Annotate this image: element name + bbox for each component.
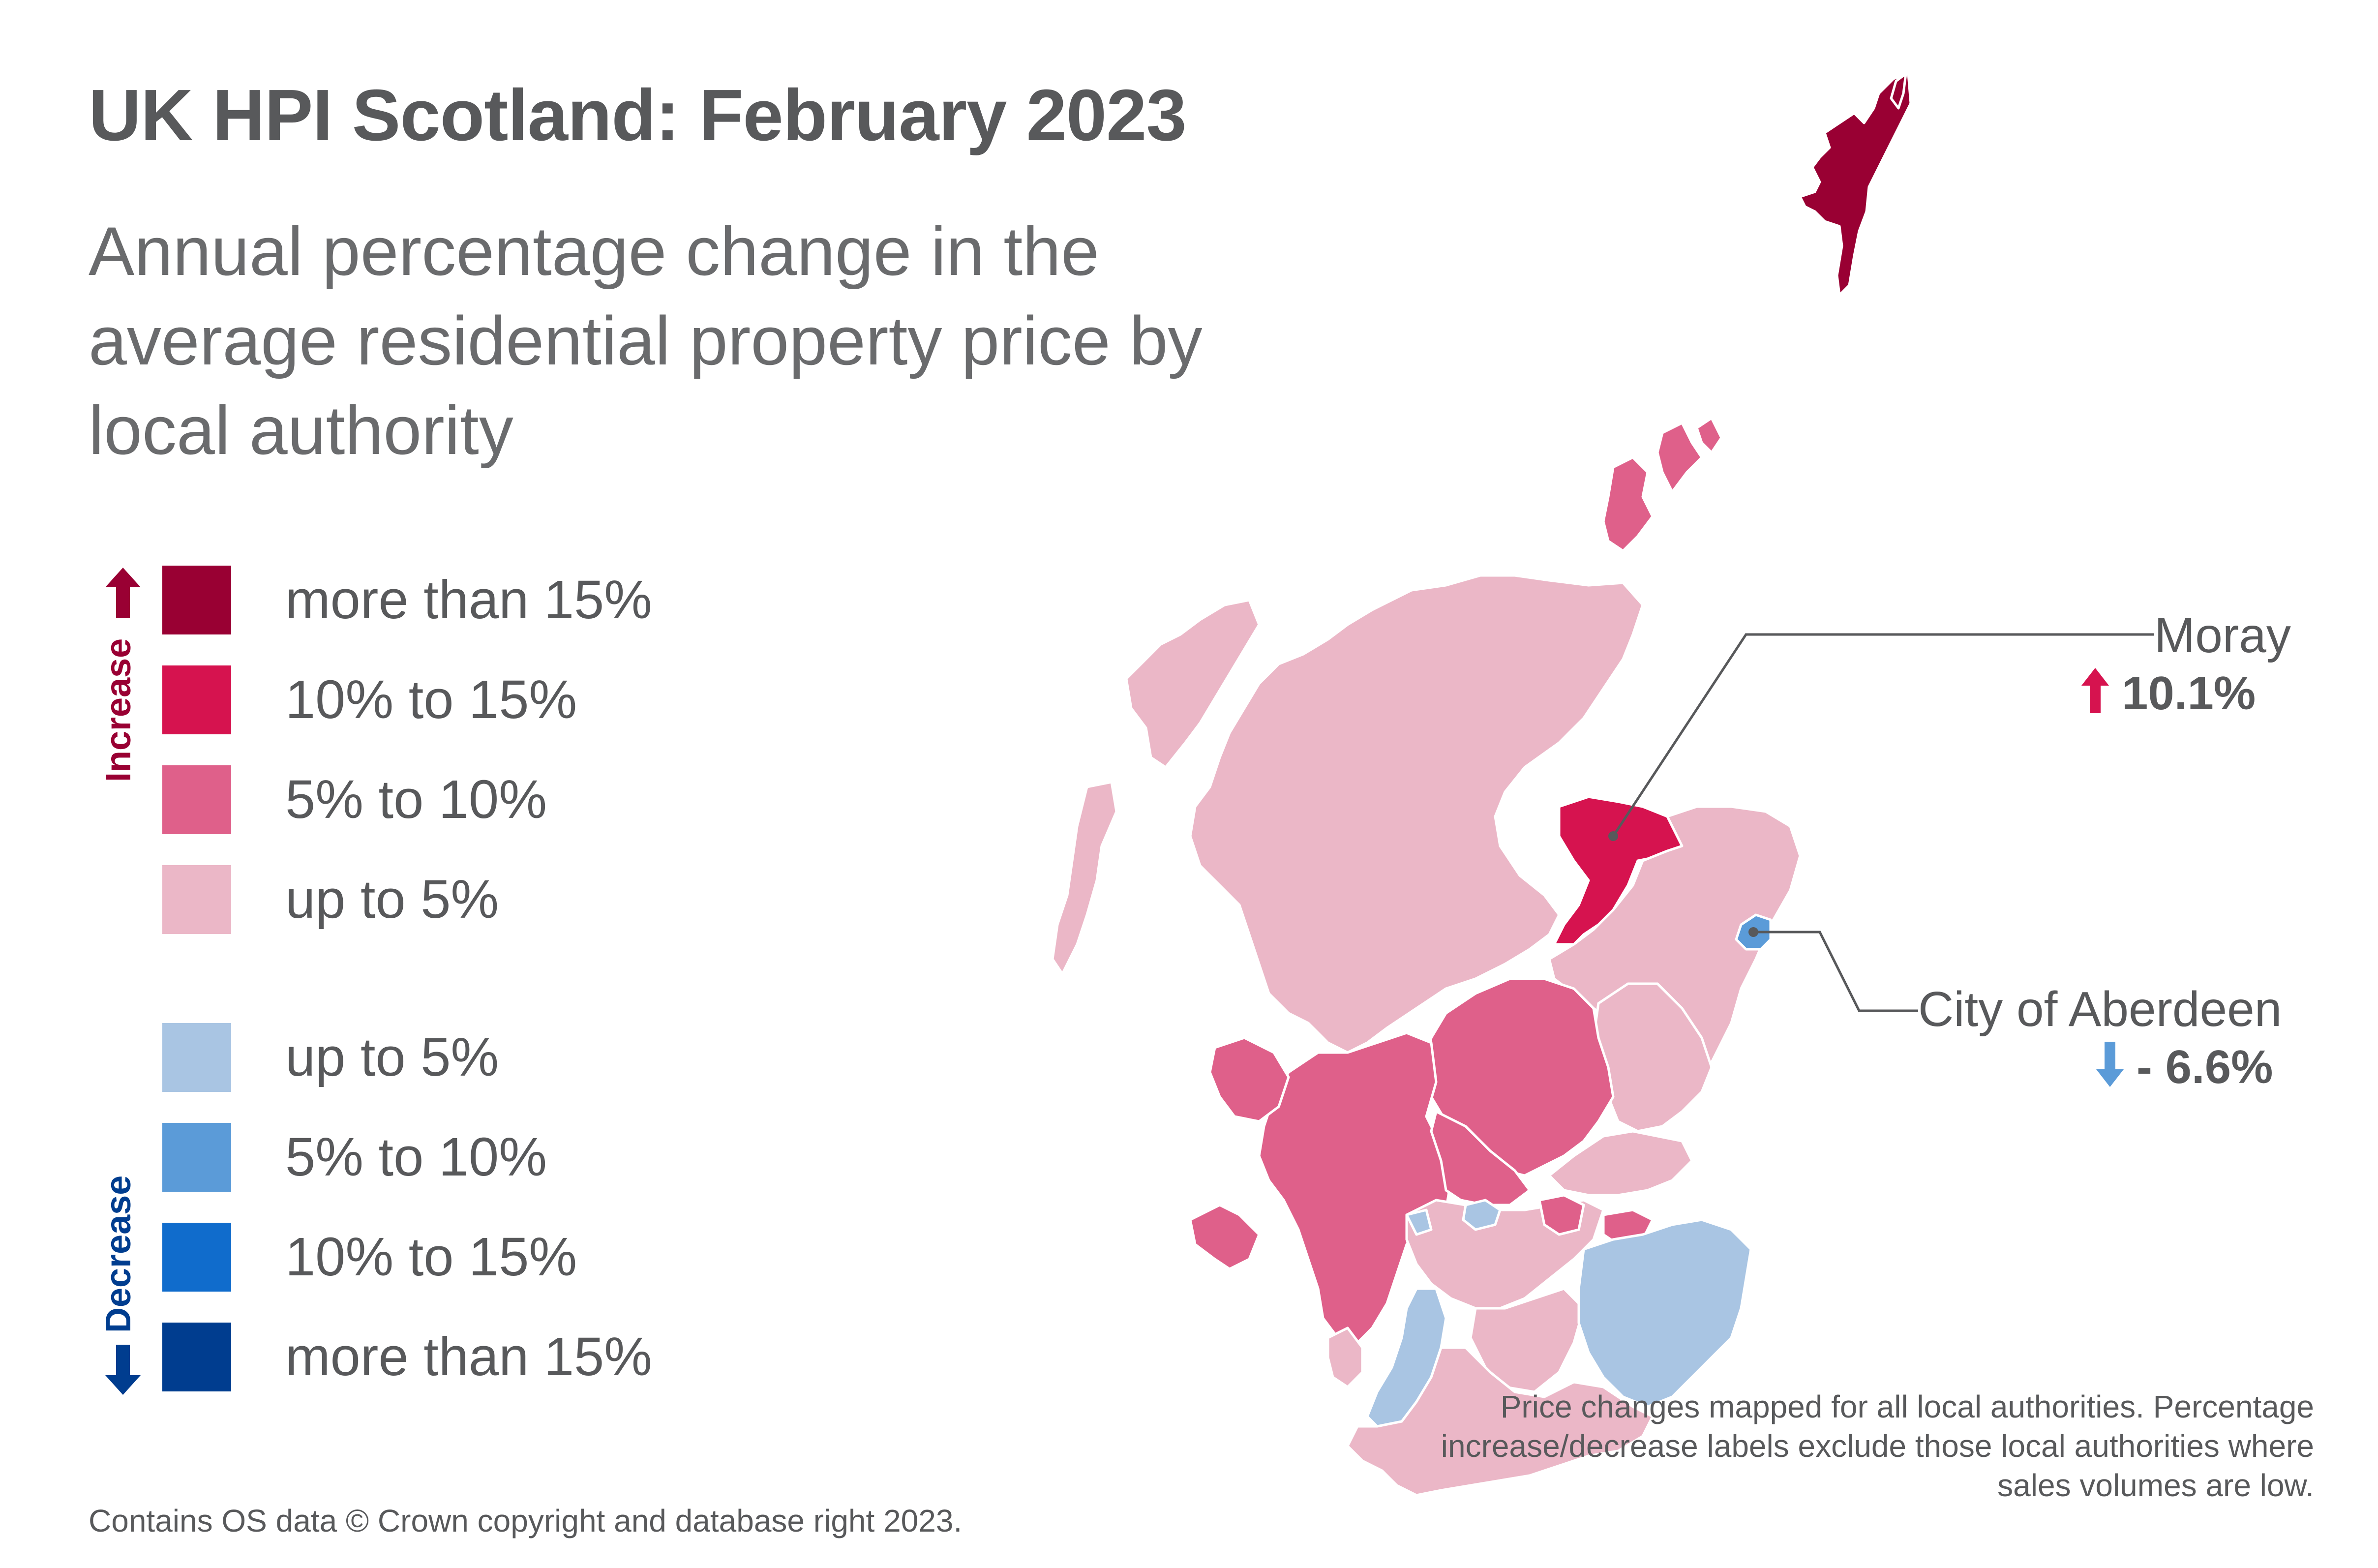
legend-swatch — [162, 665, 231, 734]
legend-label: 5% to 10% — [285, 1127, 547, 1187]
legend-row-decrease-4: more than 15% — [162, 1323, 753, 1391]
map-title: UK HPI Scotland: February 2023 — [89, 75, 1187, 156]
region-south-lanarkshire — [1469, 1287, 1585, 1393]
decrease-label: Decrease — [99, 1175, 138, 1333]
region-highland — [1189, 574, 1644, 1054]
moray-leader-dot — [1608, 831, 1618, 841]
region-argyll-islands — [1189, 1204, 1261, 1270]
legend-label: 10% to 15% — [285, 1227, 577, 1287]
callout-moray-value-row: 10.1% — [2080, 666, 2256, 721]
legend-row-decrease-1: up to 5% — [162, 1023, 753, 1092]
increase-label: Increase — [99, 638, 138, 782]
arrow-down-icon — [2096, 1042, 2124, 1087]
region-shetland-islands — [1890, 72, 1907, 110]
region-fife — [1548, 1130, 1693, 1197]
legend-swatch — [162, 865, 231, 934]
region-scottish-borders — [1577, 1218, 1752, 1408]
region-stirling — [1430, 1110, 1531, 1206]
legend-label: more than 15% — [285, 1327, 652, 1387]
legend-row-decrease-2: 5% to 10% — [162, 1123, 753, 1192]
legend-label: up to 5% — [285, 869, 499, 930]
region-mull — [1208, 1036, 1290, 1123]
source-credit: Contains OS data © Crown copyright and d… — [89, 1503, 963, 1538]
callout-moray-value: 10.1% — [2122, 667, 2256, 720]
region-perth-and-kinross — [1425, 977, 1615, 1177]
scotland-map — [1051, 72, 2154, 1497]
legend-swatch — [162, 566, 231, 634]
legend-swatch — [162, 1023, 231, 1092]
arrow-down-icon — [105, 1345, 141, 1395]
legend-label: 5% to 10% — [285, 769, 547, 830]
region-glasgow-area — [1462, 1199, 1502, 1231]
callout-aberdeen-value-row: - 6.6% — [2095, 1040, 2273, 1094]
arrow-up-icon — [2081, 668, 2109, 713]
legend-row-increase-1: more than 15% — [162, 566, 753, 634]
legend-swatch — [162, 1123, 231, 1192]
footnote: Price changes mapped for all local autho… — [1441, 1389, 2314, 1503]
region-argyll-and-bute — [1258, 1031, 1452, 1344]
aberdeen-leader-line — [1753, 931, 1918, 1012]
region-orkney-north — [1656, 422, 1703, 493]
callout-aberdeen-value: - 6.6% — [2137, 1041, 2273, 1093]
aberdeen-leader-dot — [1748, 927, 1758, 937]
region-orkney-east — [1695, 417, 1723, 454]
arrow-up-icon — [105, 568, 141, 618]
legend: Increase more than 15% 10% to 15% 5% to … — [93, 566, 782, 1402]
callout-moray-name: Moray — [2154, 608, 2291, 663]
legend-row-increase-2: 10% to 15% — [162, 665, 753, 734]
legend-row-decrease-3: 10% to 15% — [162, 1223, 753, 1292]
region-orkney — [1602, 456, 1654, 552]
region-outer-hebrides — [1125, 599, 1261, 769]
region-dumfries-and-galloway — [1346, 1346, 1654, 1497]
region-outer-hebrides-south — [1051, 781, 1118, 975]
legend-swatch — [162, 1323, 231, 1391]
legend-label: up to 5% — [285, 1027, 499, 1087]
legend-swatch — [162, 1223, 231, 1292]
map-subtitle: Annual percentage change in the average … — [89, 212, 1203, 469]
legend-row-increase-3: 5% to 10% — [162, 765, 753, 834]
region-shetland — [1799, 72, 1912, 297]
callout-aberdeen-name: City of Aberdeen — [1918, 982, 2282, 1037]
moray-leader-line — [1612, 633, 2154, 837]
region-clackmannanshire — [1538, 1194, 1585, 1236]
legend-label: 10% to 15% — [285, 669, 577, 730]
legend-row-increase-4: up to 5% — [162, 865, 753, 934]
legend-label: more than 15% — [285, 570, 652, 630]
legend-swatch — [162, 765, 231, 834]
region-arran — [1326, 1327, 1364, 1388]
region-west-dunbartonshire — [1405, 1208, 1433, 1236]
